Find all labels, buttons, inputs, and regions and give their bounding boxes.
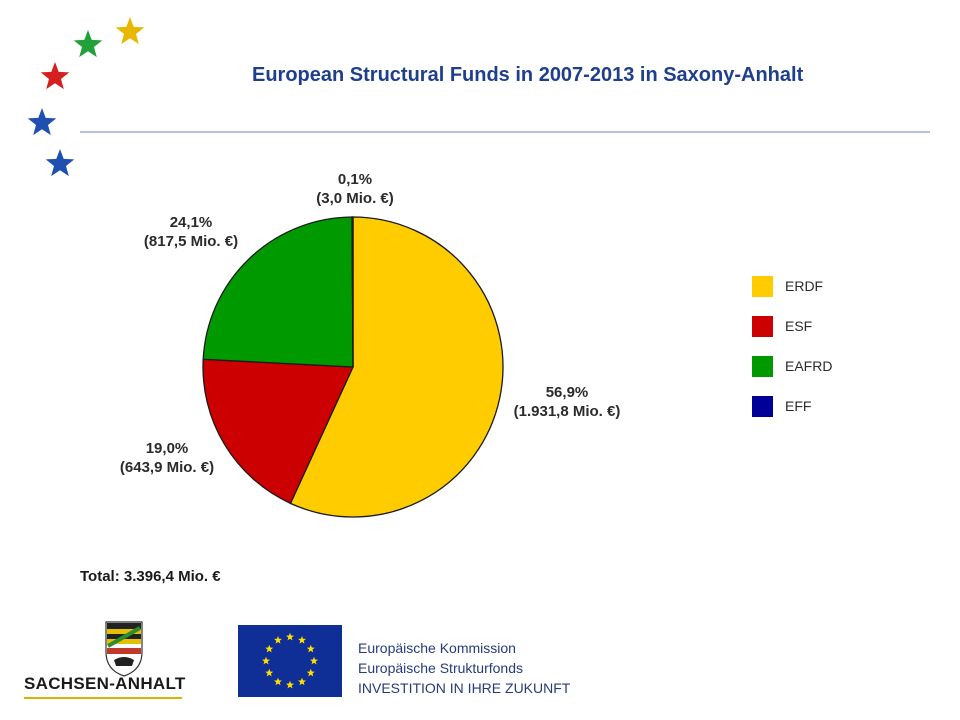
legend-label: ERDF [785, 278, 824, 294]
total-amount: Total: 3.396,4 Mio. € [80, 568, 221, 585]
legend-label: EAFRD [785, 358, 833, 374]
eu-star-icon [286, 680, 294, 689]
star-icon [115, 17, 145, 45]
legend-item-erdf: ERDF [752, 266, 832, 306]
eu-star-icon [298, 636, 306, 644]
eu-star-icon [265, 644, 274, 653]
eu-star-icon [306, 644, 315, 653]
eu-line-2: Europäische Strukturfonds [358, 660, 523, 676]
eu-line-1: Europäische Kommission [358, 640, 516, 656]
sachsen-anhalt-underline [24, 697, 182, 699]
eu-star-icon [298, 677, 306, 686]
star-icon [40, 62, 70, 90]
legend-swatch [752, 395, 773, 417]
eu-star-icon [262, 656, 270, 665]
chart-legend: ERDF ESF EAFRD EFF [752, 266, 832, 426]
legend-label: ESF [785, 318, 813, 334]
eu-line-3: INVESTITION IN IHRE ZUKUNFT [358, 680, 571, 696]
legend-swatch [752, 355, 773, 377]
data-label-amount: (643,9 Mio. €) [120, 459, 214, 476]
legend-swatch [752, 315, 773, 337]
legend-item-esf: ESF [752, 306, 832, 346]
sachsen-anhalt-coat-of-arms [105, 621, 143, 677]
title-divider [80, 131, 930, 133]
legend-label: EFF [785, 398, 812, 414]
pie-data-labels: 56,9% (1.931,8 Mio. €) 19,0% (643,9 Mio. €)… [120, 171, 620, 476]
star-icon [27, 108, 57, 136]
star-icon [45, 149, 75, 177]
pie-slice-erdf [289, 216, 504, 518]
pie-slice-eff [351, 216, 354, 368]
legend-item-eff: EFF [752, 386, 832, 426]
eu-flag-icon [238, 625, 342, 697]
legend-item-eafrd: EAFRD [752, 346, 832, 386]
data-label-amount: (817,5 Mio. €) [144, 233, 238, 250]
star-icon [73, 30, 103, 58]
sachsen-anhalt-name: SACHSEN-ANHALT [24, 674, 186, 693]
data-label-percent: 19,0% [146, 440, 189, 457]
data-label-amount: (1.931,8 Mio. €) [514, 403, 621, 420]
eu-star-icon [274, 677, 282, 686]
eu-star-icon [274, 636, 282, 644]
eu-star-icon [306, 668, 315, 677]
chart-title: European Structural Funds in 2007-2013 i… [252, 64, 804, 86]
data-label-percent: 0,1% [338, 171, 372, 188]
eu-star-icon [286, 632, 294, 641]
pie-slice-eafrd [202, 216, 354, 368]
pie-slice-esf [202, 358, 354, 505]
data-label-percent: 24,1% [170, 214, 213, 231]
pie-slices [202, 216, 504, 518]
eu-star-icon [265, 668, 274, 677]
data-label-percent: 56,9% [546, 384, 589, 401]
legend-swatch [752, 275, 773, 297]
eu-star-icon [310, 656, 318, 665]
data-label-amount: (3,0 Mio. €) [316, 190, 394, 207]
eu-commission-text: Europäische Kommission Europäische Struk… [358, 638, 570, 698]
decorative-stars [27, 17, 145, 177]
